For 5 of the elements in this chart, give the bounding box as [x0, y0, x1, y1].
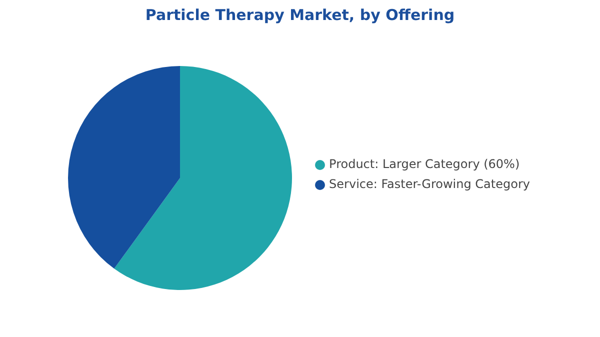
legend-label: Product: Larger Category (60%): [329, 157, 520, 171]
chart-title: Particle Therapy Market, by Offering: [144, 6, 456, 24]
pie-slice: [114, 66, 292, 290]
pie-slice: [68, 66, 180, 269]
legend-label: Service: Faster-Growing Category: [329, 177, 530, 191]
